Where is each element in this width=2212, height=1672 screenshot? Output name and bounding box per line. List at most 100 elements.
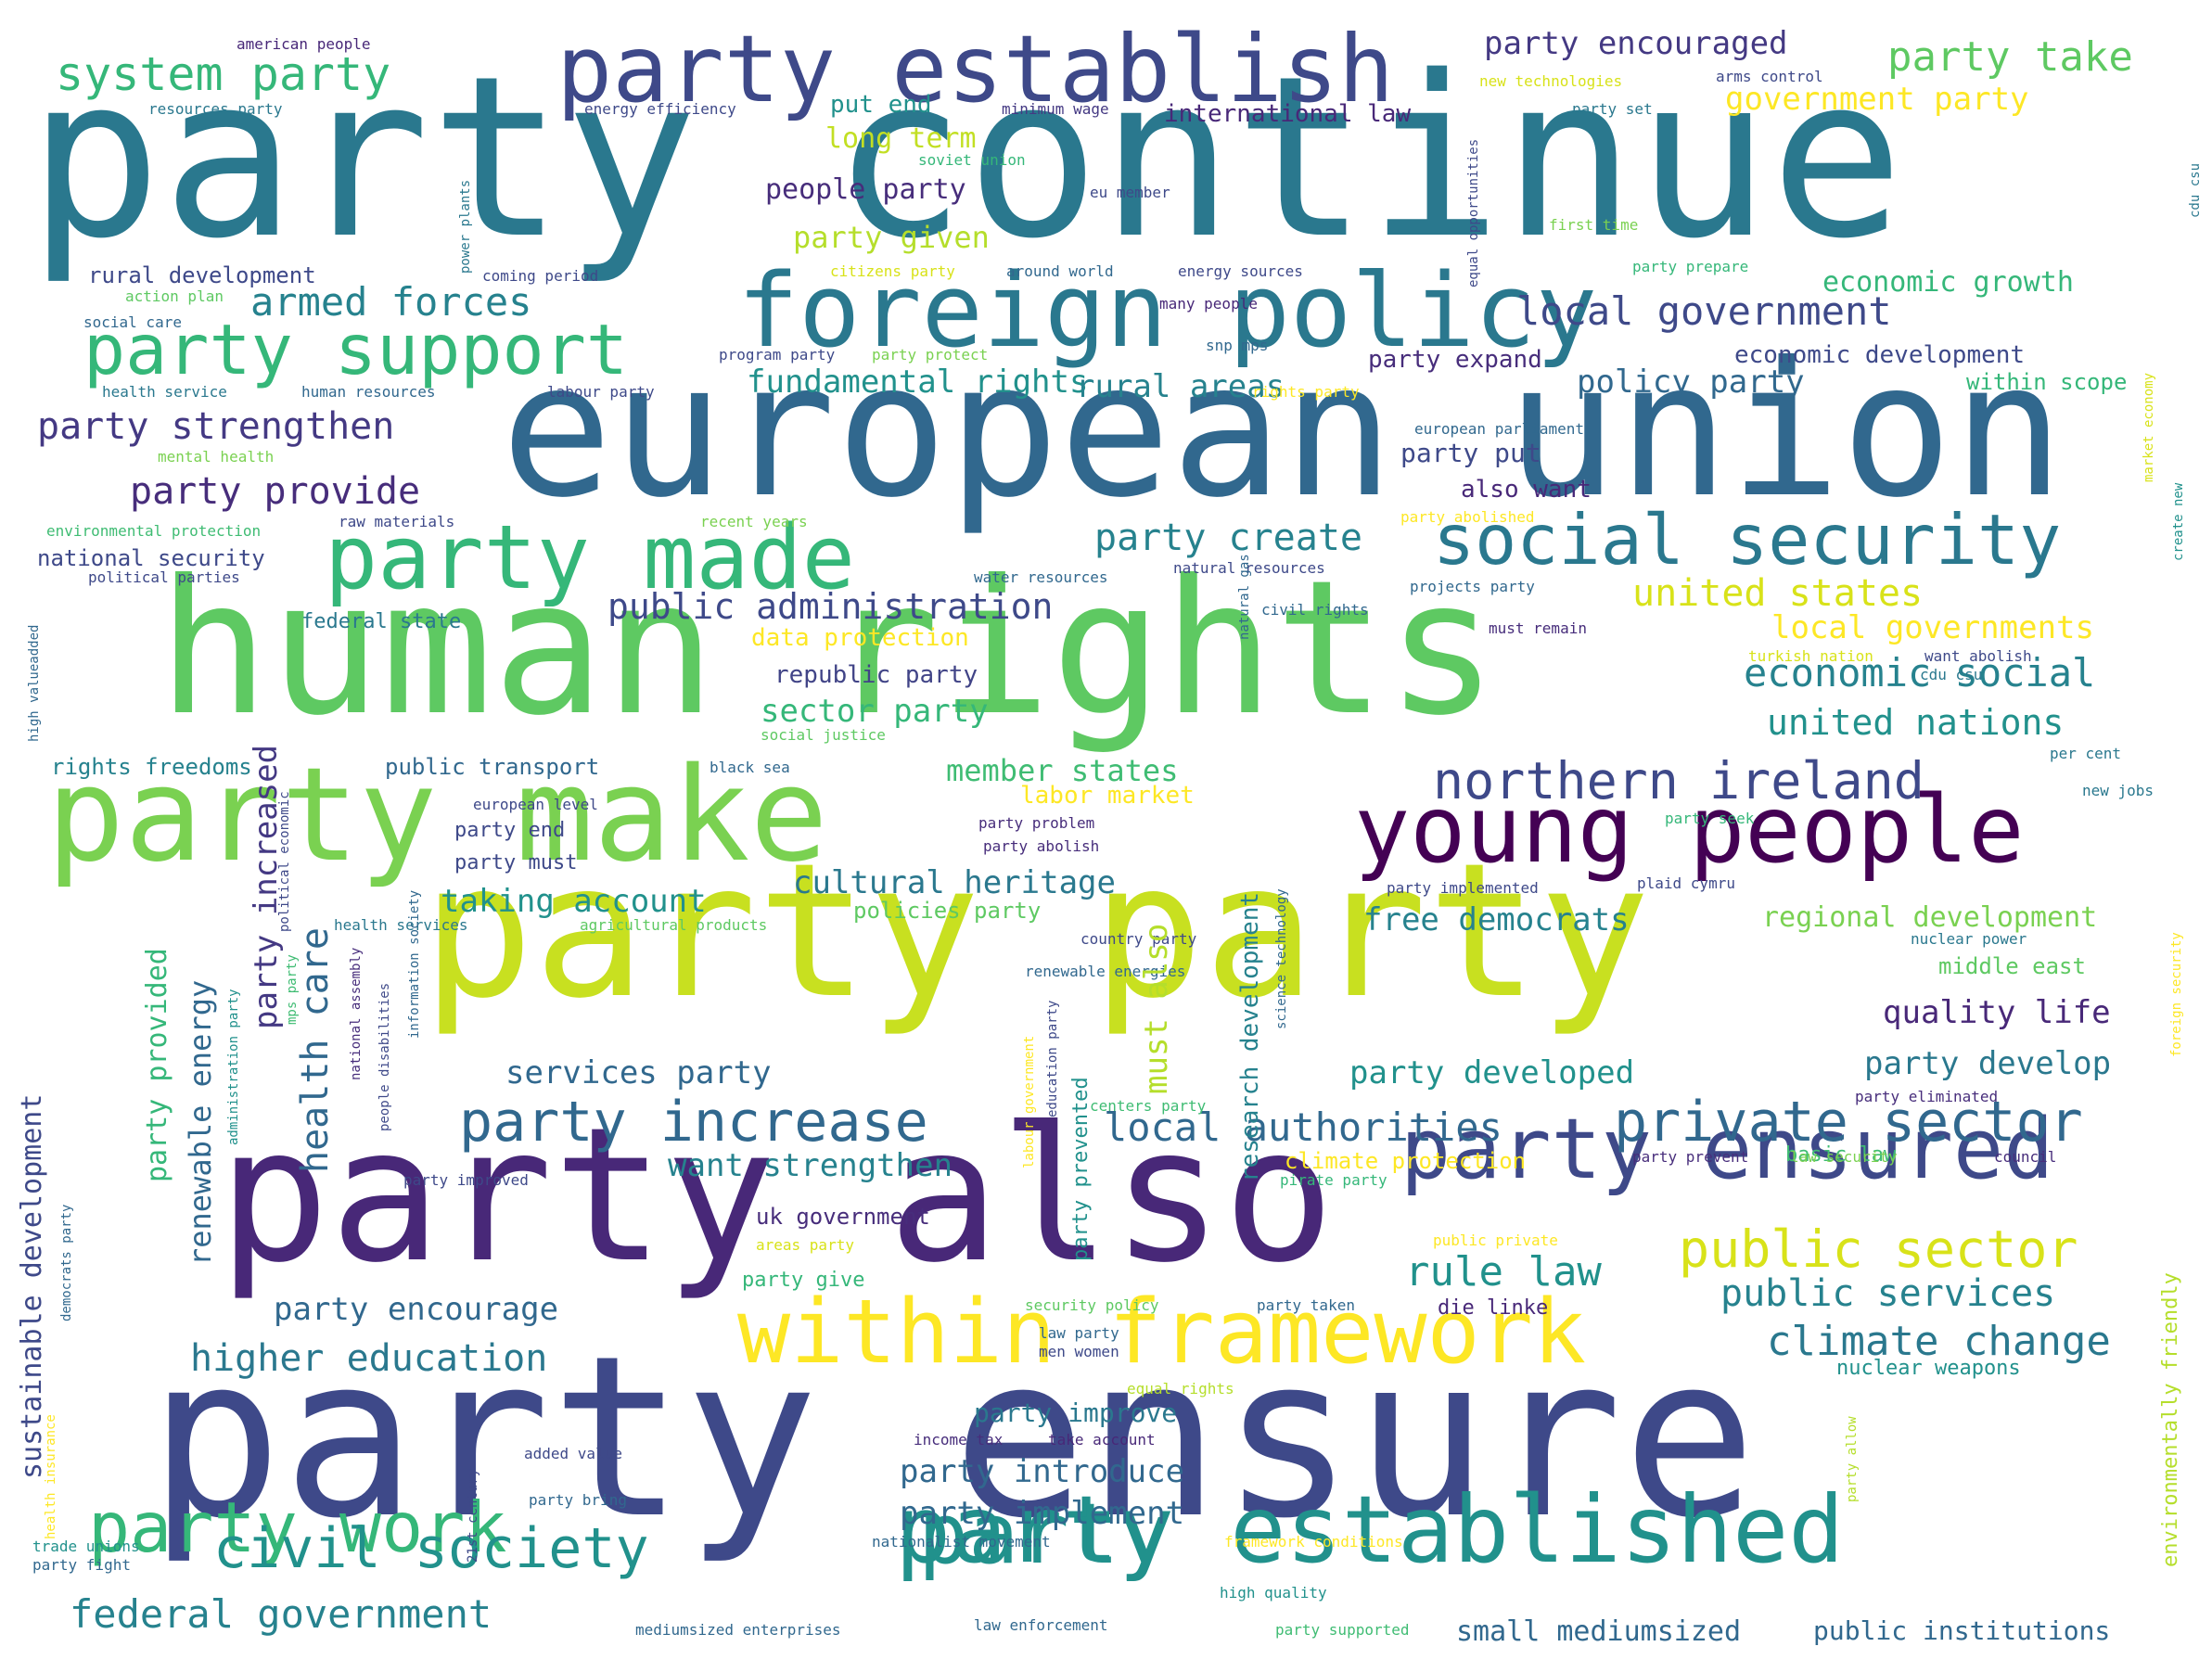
word: party implement (900, 1495, 1185, 1532)
word: council (1994, 1148, 2057, 1166)
word: party ensure (148, 1308, 1757, 1567)
word: party supported (1275, 1621, 1410, 1639)
word: eu member (1090, 184, 1170, 201)
word: health services (334, 916, 468, 934)
word: party implemented (1387, 879, 1539, 897)
word: party prevent (1632, 1148, 1749, 1166)
word: people party (765, 173, 966, 206)
word: party take (1887, 33, 2133, 81)
word: take account (1048, 1431, 1156, 1449)
word: centers party (1090, 1097, 1207, 1115)
word: party put (1400, 438, 1541, 468)
word: cdu csu (1920, 666, 1983, 683)
word: security policy (1025, 1296, 1159, 1314)
word: must also (1138, 923, 1175, 1094)
word: uk government (756, 1204, 930, 1230)
word: citizens party (830, 262, 955, 280)
word: small mediumsized (1456, 1615, 1742, 1648)
word: social justice (761, 726, 886, 744)
word: mps party (285, 954, 300, 1025)
word: party protect (872, 346, 989, 364)
word: natural gas (1237, 554, 1252, 640)
word: nuclear power (1911, 930, 2027, 948)
word: action plan (125, 287, 224, 305)
word: added value (524, 1445, 622, 1462)
word: public services (1720, 1272, 2056, 1315)
word: member states (946, 753, 1179, 788)
word: party bring (529, 1491, 627, 1509)
word: energy efficiency (584, 100, 736, 118)
word: party fight (32, 1556, 131, 1574)
word: cultural heritage (793, 864, 1116, 901)
word: party developed (1349, 1054, 1635, 1091)
word: party create (1094, 517, 1362, 559)
word: civil society (213, 1516, 649, 1581)
word: climate change (1767, 1318, 2111, 1365)
word: equal opportunities (1466, 138, 1481, 287)
word: human resources (301, 383, 436, 401)
word: mental health (158, 448, 275, 466)
word: snp mps (1206, 337, 1269, 354)
word: party (918, 1486, 1170, 1583)
word: party encourage (274, 1291, 559, 1328)
word: energy sources (1178, 262, 1303, 280)
word: law security (1790, 1148, 1898, 1166)
word: government party (1725, 81, 2029, 118)
word: public institutions (1813, 1615, 2111, 1646)
word: within scope (1966, 369, 2128, 395)
word: party problem (978, 814, 1095, 832)
word: foreign security (2169, 932, 2184, 1057)
word: minimum wage (1002, 100, 1109, 118)
word: democrats party (59, 1204, 74, 1321)
word: trade unions (32, 1538, 140, 1555)
word: party allow (1845, 1416, 1860, 1502)
word: national assembly (349, 947, 364, 1080)
word: fundamental rights (747, 364, 1089, 401)
word: federal state (301, 610, 462, 633)
word: areas party (756, 1236, 854, 1254)
word: economic growth (1822, 266, 2074, 299)
word: nuclear weapons (1836, 1357, 2021, 1380)
word: long term (825, 122, 977, 155)
word: men women (1039, 1343, 1119, 1360)
word: american people (237, 35, 371, 53)
word: plaid cymru (1637, 874, 1735, 892)
word: high valueadded (27, 624, 42, 742)
word: taking account (441, 883, 707, 920)
word: projects party (1410, 578, 1535, 595)
word: arms control (1716, 68, 1823, 85)
word: want strengthen (668, 1147, 953, 1184)
word: basic law (1785, 1143, 1897, 1167)
word: national security (37, 545, 265, 571)
word: market economy (2142, 372, 2156, 482)
word: create new (2171, 482, 2186, 561)
word: party give (742, 1269, 865, 1292)
word: mediumsized enterprises (635, 1621, 841, 1639)
word: united states (1632, 572, 1924, 615)
word: policies party (853, 898, 1042, 924)
word: party support (83, 309, 628, 390)
word: social security (1433, 499, 2062, 581)
word: coming period (482, 267, 599, 285)
word: party provided (141, 948, 173, 1182)
word: party set (1572, 100, 1653, 118)
word: sustainable development (16, 1093, 48, 1479)
word: party prepare (1632, 258, 1749, 275)
word: republic party (774, 661, 978, 689)
word: education party (1045, 1000, 1060, 1117)
word: put end (830, 91, 932, 119)
word: free democrats (1363, 901, 1630, 938)
word: european parliament (1414, 420, 1585, 438)
word: new technologies (1479, 72, 1623, 90)
word: international law (1164, 100, 1412, 128)
word: law party (1039, 1324, 1119, 1342)
word: local governments (1771, 609, 2094, 646)
word: black sea (710, 759, 790, 776)
word: power plants (458, 179, 473, 274)
word: european union (501, 323, 2065, 539)
word: party make (46, 740, 828, 891)
word: party develop (1864, 1045, 2112, 1082)
word: economic social (1744, 650, 2096, 696)
word: party seek (1665, 810, 1755, 827)
